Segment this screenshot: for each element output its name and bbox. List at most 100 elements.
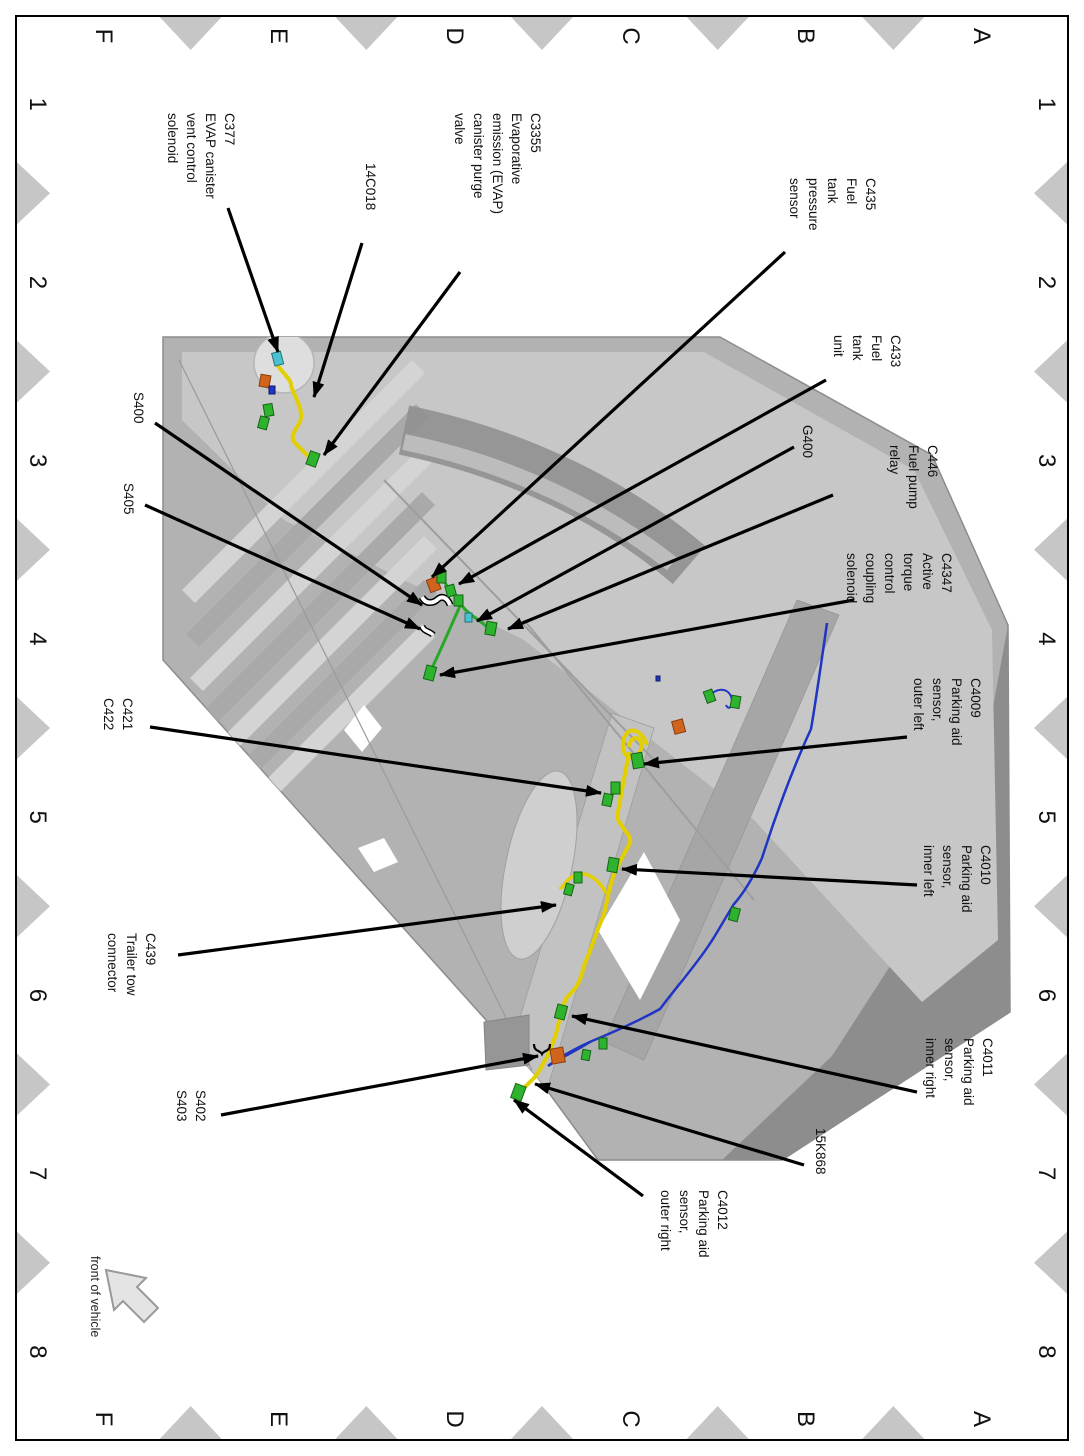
callout-line: 15K868 [813, 1128, 828, 1175]
leader-g400 [476, 445, 795, 623]
c377-connector-orange [258, 373, 272, 389]
callout-c439: C439 Trailer tow connector [103, 933, 160, 996]
callout-line: S402 [193, 1090, 208, 1122]
fuel-connector-green [444, 583, 458, 598]
callout-c3355: C3355 Evaporative emission (EVAP) canister … [450, 113, 545, 214]
callout-c435: C435 Fuel tank pressure sensor [785, 178, 880, 231]
grid-col-label-top: 4 [1033, 632, 1060, 646]
callout-line: connector [105, 933, 120, 993]
grid-row-label-left: D [441, 27, 469, 45]
c4011-connector-green [553, 1003, 569, 1021]
leader-15k868 [534, 1082, 805, 1167]
leader-c421-c422 [149, 725, 602, 797]
callout-line: solenoid [165, 113, 180, 164]
leader-c435 [430, 250, 787, 579]
callout-line: C4347 [939, 553, 954, 593]
callout-line: pressure [806, 178, 821, 231]
grid-boundary-triangle [511, 1406, 573, 1439]
grid-col-label-bottom: 8 [24, 1345, 51, 1359]
callout-line: C3355 [528, 113, 543, 153]
grid-row-label-right: A [968, 1410, 996, 1428]
grid-boundary-triangle [1034, 340, 1067, 403]
grid-boundary-triangle [159, 17, 222, 50]
grid-boundary-triangle [17, 875, 50, 938]
leader-c4009 [643, 735, 908, 769]
callout-line: C435 [863, 178, 878, 211]
fuel-tank [500, 770, 578, 960]
callout-leaders [144, 207, 918, 1198]
c4012-connector-green [509, 1082, 527, 1102]
rear-dark-panel [722, 625, 1010, 1160]
grid-boundary-triangle [17, 518, 50, 581]
grid-row-label-right: B [792, 1410, 820, 1428]
callout-line: Trailer tow [124, 933, 139, 996]
floor-hole [344, 705, 382, 752]
callout-line: tank [825, 178, 840, 204]
callout-line: Parking aid [949, 678, 964, 746]
floor-rib [222, 624, 435, 837]
grid-row-label-left: E [265, 27, 293, 45]
callout-line: outer left [911, 678, 926, 731]
callout-14c018: 14C018 [361, 163, 380, 210]
grid-boundary-triangle [686, 17, 749, 50]
grid-col-label-bottom: 6 [24, 988, 51, 1003]
grid-boundary-triangle [1034, 1231, 1067, 1294]
grid-col-label-top: 1 [1033, 97, 1060, 111]
trailer-tow-branch [558, 872, 608, 894]
grid-col-label-bottom: 3 [24, 453, 51, 468]
callout-line: control [882, 553, 897, 594]
grid-boundary-triangle [686, 1406, 749, 1439]
callout-line: sensor [787, 178, 802, 219]
grid-boundary-triangle [335, 17, 398, 50]
grid-boundary-triangle [335, 1406, 398, 1439]
callout-line: C446 [925, 445, 940, 478]
grid-boundary-triangle [862, 17, 925, 50]
leader-c4012 [513, 1098, 644, 1198]
fuel-connector-cyan [464, 612, 473, 623]
grid-boundary-triangle [1034, 875, 1067, 938]
c422-connector-green [601, 792, 614, 808]
callout-line: canister purge [471, 113, 486, 199]
grid-row-label-right: F [89, 1411, 117, 1427]
callout-line: Fuel [844, 178, 859, 205]
leader-c377 [226, 207, 280, 353]
wheel-arch-highlight [402, 434, 677, 571]
fuel-connector-green [453, 594, 464, 607]
floor-rib [190, 448, 433, 691]
leader-c446 [507, 493, 834, 631]
rear-connector-orange [549, 1046, 566, 1065]
callout-s402-s403: S402 S403 [172, 1090, 210, 1122]
evap-connector-green [262, 402, 275, 418]
blue-harness-connector-green [729, 694, 742, 710]
callout-c421-c422: C421 C422 [99, 698, 137, 730]
hitch [483, 1014, 530, 1071]
floor-rib [209, 580, 437, 808]
grid-boundary-triangle [17, 162, 50, 225]
wheel-arch [398, 405, 706, 585]
grid-col-label-bottom: 2 [24, 275, 51, 290]
blue-harness-connector-green [727, 906, 742, 923]
evap-harness-yellow [273, 360, 312, 460]
callout-line: C421 [120, 698, 135, 731]
leader-14c018 [312, 242, 364, 398]
callout-line: sensor, [940, 845, 955, 889]
grid-row-label-right: E [265, 1410, 293, 1428]
grid-boundary-triangle [1034, 697, 1067, 759]
rear-connector-green [598, 1037, 608, 1050]
callout-line: solenoid [844, 553, 859, 604]
callout-line: unit [831, 335, 846, 357]
floor-rib [192, 492, 435, 735]
blue-harness-connector-green [702, 688, 717, 704]
grid-col-label-top: 5 [1033, 810, 1060, 824]
callout-line: S400 [131, 392, 146, 424]
callout-line: Fuel pump [906, 445, 921, 509]
front-of-vehicle-arrow [104, 1268, 160, 1324]
callout-line: outer right [658, 1190, 673, 1251]
callout-s400: S400 [129, 392, 148, 424]
grid-boundary-triangle [17, 1053, 50, 1116]
callout-line: Active [920, 553, 935, 590]
leader-s405 [144, 503, 421, 631]
leader-s402-s403 [220, 1052, 539, 1117]
grid-col-label-bottom: 4 [24, 632, 51, 646]
